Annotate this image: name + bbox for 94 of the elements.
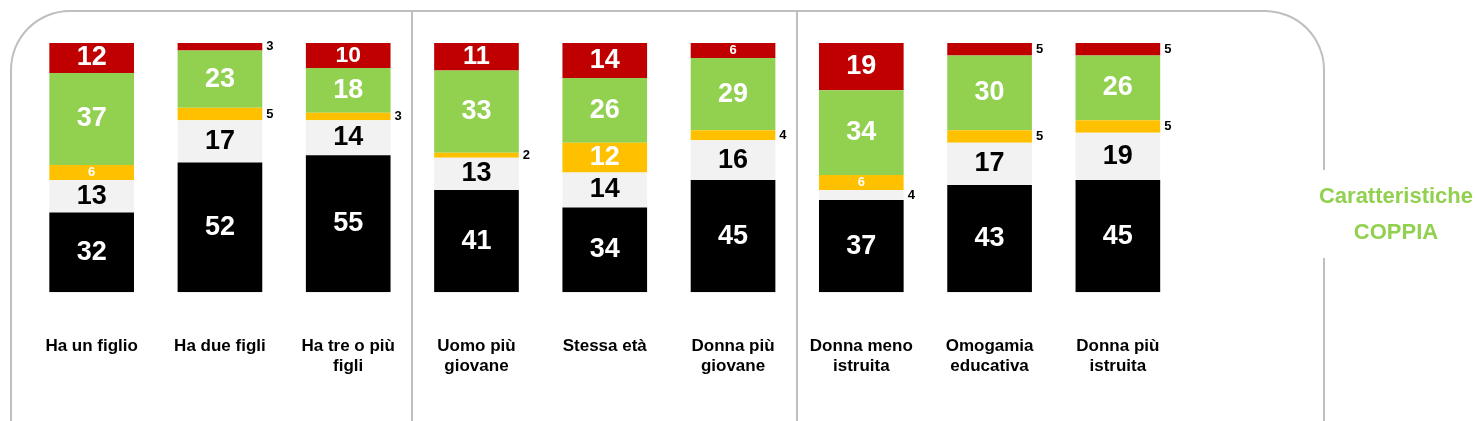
data-label: 34 — [846, 116, 877, 147]
data-label: 10 — [335, 40, 361, 67]
bar — [1075, 120, 1161, 133]
data-label: 37 — [76, 102, 107, 133]
data-label: 5 — [1035, 40, 1044, 56]
data-label: 37 — [846, 229, 877, 260]
bar — [818, 43, 904, 91]
data-label: 5 — [1164, 40, 1172, 56]
bar — [1075, 43, 1161, 56]
data-label: 30 — [974, 76, 1005, 107]
bar — [818, 190, 904, 200]
data-label: 18 — [333, 73, 364, 104]
data-label: 26 — [589, 93, 620, 124]
data-label: 43 — [974, 222, 1005, 253]
data-label: 23 — [204, 62, 235, 93]
bar — [947, 142, 1032, 186]
bar — [177, 120, 263, 163]
data-label: 52 — [204, 210, 235, 241]
bar — [562, 43, 648, 78]
bar — [1075, 180, 1161, 293]
data-label: 14 — [589, 173, 620, 204]
x-tick-label: Uomo più giovane — [437, 336, 516, 376]
data-label: 55 — [333, 207, 364, 238]
data-label: 45 — [718, 219, 749, 250]
bar — [305, 112, 391, 121]
bar — [690, 57, 776, 131]
bar — [49, 165, 134, 181]
bar — [818, 90, 904, 176]
bar — [434, 190, 519, 293]
bar — [177, 162, 263, 293]
data-label: 3 — [266, 38, 274, 54]
bar — [562, 207, 648, 293]
data-label: 32 — [76, 235, 107, 266]
bar — [305, 43, 391, 68]
data-label: 34 — [589, 233, 620, 264]
data-label: 14 — [589, 43, 620, 74]
bar — [1075, 132, 1161, 181]
data-label: 13 — [76, 179, 107, 210]
data-label: 11 — [463, 40, 490, 69]
bar — [947, 185, 1032, 293]
data-label: 12 — [589, 141, 620, 172]
bar — [818, 175, 904, 191]
bar — [690, 130, 776, 141]
bar — [947, 130, 1032, 143]
data-label: 19 — [846, 50, 877, 81]
data-label: 4 — [779, 126, 788, 142]
data-label: 4 — [907, 186, 916, 202]
data-label: 6 — [88, 164, 96, 180]
bar — [562, 77, 648, 143]
bar — [177, 43, 263, 51]
x-tick-label: Ha tre o più figli — [301, 336, 395, 376]
data-label: 29 — [718, 77, 749, 108]
data-label: 26 — [1102, 71, 1133, 102]
data-label: 41 — [461, 224, 492, 255]
bar — [434, 152, 519, 158]
bar — [49, 72, 134, 166]
x-tick-label: Omogamia educativa — [945, 336, 1035, 376]
data-label: 17 — [974, 147, 1005, 178]
data-label: 12 — [76, 41, 107, 72]
data-label: 5 — [1035, 128, 1044, 144]
data-label: 13 — [461, 157, 492, 188]
data-label: 2 — [522, 146, 531, 162]
data-label: 6 — [857, 174, 865, 190]
bar — [434, 70, 519, 153]
bar — [1075, 55, 1161, 121]
x-tick-label: Donna più giovane — [691, 336, 775, 376]
data-label: 6 — [729, 42, 737, 58]
x-tick-label: Ha un figlio — [45, 336, 138, 356]
bar — [818, 200, 904, 293]
data-label: 45 — [1102, 219, 1133, 250]
data-label: 5 — [1164, 118, 1172, 134]
bar — [690, 43, 776, 58]
data-label: 19 — [1102, 139, 1133, 170]
bar — [177, 107, 263, 121]
bar — [947, 43, 1032, 56]
x-tick-label: Ha due figli — [174, 336, 266, 356]
bar — [305, 155, 391, 293]
bar — [947, 55, 1032, 131]
bar — [305, 67, 391, 113]
data-label: 16 — [718, 143, 749, 174]
data-label: 5 — [266, 105, 274, 121]
data-label: 14 — [333, 121, 364, 152]
data-label: 3 — [394, 108, 402, 124]
x-tick-label: Stessa età — [562, 336, 648, 356]
text: Caratteristiche COPPIA — [1318, 170, 1474, 258]
x-tick-label: Donna meno istruita — [809, 336, 913, 376]
data-label: 17 — [204, 124, 235, 155]
x-tick-label: Donna più istruita — [1076, 336, 1160, 376]
bar — [177, 50, 263, 108]
bar — [305, 120, 391, 156]
bar — [49, 212, 134, 293]
bar — [690, 140, 776, 181]
bar — [690, 180, 776, 293]
data-label: 33 — [461, 94, 492, 125]
